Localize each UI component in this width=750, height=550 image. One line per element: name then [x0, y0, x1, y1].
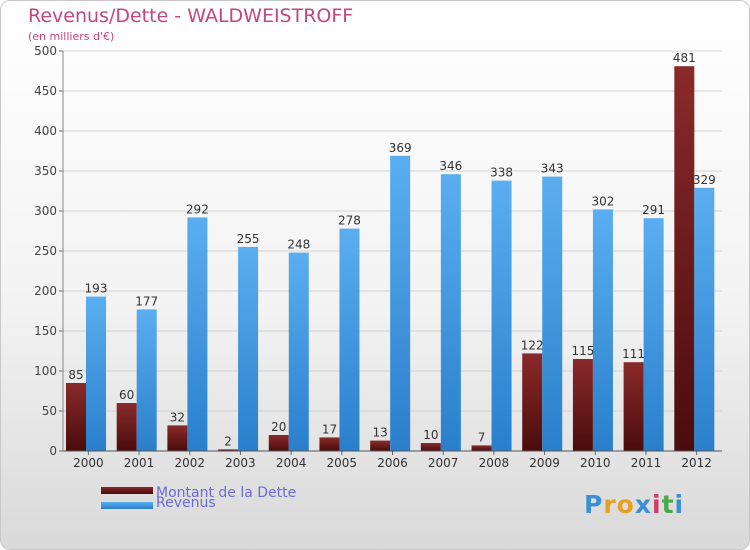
y-axis-ticks: 0 50 100 150 200 250 300 350 400 450 500 [34, 44, 63, 458]
y-tick-label: 450 [34, 84, 57, 98]
data-label-debt: 60 [119, 388, 134, 402]
data-label-debt: 481 [673, 51, 696, 65]
y-tick-label: 200 [34, 284, 57, 298]
data-label-debt: 2 [224, 434, 232, 448]
x-tick-label: 2009 [529, 456, 560, 470]
bar-debt [167, 425, 188, 451]
bar-debt [116, 403, 137, 451]
bar-revenus [491, 180, 512, 451]
x-tick-label: 2003 [225, 456, 256, 470]
bar-revenus [86, 296, 106, 451]
logo-letter: o [616, 490, 635, 519]
bar-debt [420, 443, 441, 451]
bar-debt [522, 353, 543, 451]
logo-letter: i [652, 490, 662, 519]
legend-label-debt: Montant de la Dette [156, 485, 297, 501]
data-label-revenus: 177 [135, 294, 158, 308]
bar-debt [674, 66, 695, 451]
legend-swatch-revenus [101, 502, 153, 509]
x-tick-label: 2008 [479, 456, 510, 470]
y-tick-label: 350 [34, 164, 57, 178]
bar-revenus [440, 174, 461, 451]
data-label-debt: 7 [478, 430, 486, 444]
bar-revenus [643, 218, 664, 451]
data-label-revenus: 292 [186, 202, 209, 216]
data-label-debt: 13 [373, 426, 388, 440]
y-tick-label: 150 [34, 324, 57, 338]
data-label-revenus: 255 [237, 232, 260, 246]
data-label-debt: 20 [271, 420, 286, 434]
bar-revenus [592, 209, 613, 451]
legend-label-revenus: Revenus [156, 495, 216, 511]
chart-title: Revenus/Dette - WALDWEISTROFF [28, 5, 354, 27]
chart-subtitle: (en milliers d'€) [28, 30, 115, 43]
x-tick-label: 2010 [580, 456, 611, 470]
bar-debt [319, 437, 340, 451]
data-label-revenus: 329 [693, 173, 716, 187]
data-label-revenus: 278 [338, 214, 361, 228]
x-tick-label: 2000 [73, 456, 104, 470]
data-labels: 85 193 60 177 32 292 2 255 20 248 17 278 13 369 10 346 7… [68, 51, 715, 448]
data-label-debt: 17 [322, 422, 337, 436]
y-tick-label: 300 [34, 204, 57, 218]
bar-debt [268, 435, 289, 451]
data-label-revenus: 302 [591, 194, 614, 208]
logo-letter: i [674, 490, 685, 519]
data-label-revenus: 338 [490, 166, 513, 180]
y-tick-label: 400 [34, 124, 57, 138]
y-tick-label: 50 [42, 404, 57, 418]
logo-letter: t [661, 490, 675, 519]
x-tick-label: 2001 [124, 456, 155, 470]
bar-revenus [694, 187, 715, 452]
logo-letter: x [634, 490, 652, 519]
data-label-debt: 111 [622, 347, 645, 361]
data-label-revenus: 291 [642, 203, 665, 217]
data-label-revenus: 369 [389, 141, 412, 155]
data-label-revenus: 193 [85, 282, 108, 296]
x-tick-label: 2005 [327, 456, 358, 470]
bar-revenus [238, 247, 259, 451]
data-label-revenus: 346 [439, 159, 462, 173]
bar-debt [218, 449, 239, 451]
proxiti-logo: Proxiti [584, 490, 684, 519]
bar-revenus [187, 217, 208, 451]
bars [66, 66, 715, 452]
data-label-debt: 85 [68, 368, 83, 382]
x-tick-label: 2002 [174, 456, 205, 470]
bar-revenus [136, 309, 157, 451]
bar-debt [572, 359, 593, 451]
data-label-debt: 122 [521, 338, 544, 352]
x-tick-label: 2007 [428, 456, 459, 470]
logo-letter: r [603, 490, 617, 519]
legend-swatch-debt [101, 487, 153, 494]
logo-letter: P [584, 490, 604, 519]
bar-debt [471, 445, 492, 451]
y-tick-label: 100 [34, 364, 57, 378]
y-tick-label: 250 [34, 244, 57, 258]
bar-revenus [542, 176, 563, 451]
bar-revenus [288, 252, 309, 451]
bar-revenus [339, 228, 360, 451]
bar-debt [623, 362, 644, 451]
data-label-debt: 32 [170, 410, 185, 424]
x-axis-ticks: 2000 2001 2002 2003 2004 2005 2006 2007 2008 2009… [73, 451, 712, 470]
bar-debt [370, 440, 391, 451]
x-tick-label: 2012 [681, 456, 712, 470]
data-label-debt: 115 [571, 344, 594, 358]
bar-debt [66, 383, 86, 451]
data-label-revenus: 248 [287, 238, 310, 252]
y-tick-label: 500 [34, 44, 57, 58]
x-tick-label: 2004 [276, 456, 307, 470]
x-tick-label: 2011 [631, 456, 662, 470]
bar-revenus [390, 155, 411, 452]
x-tick-label: 2006 [377, 456, 408, 470]
y-tick-label: 0 [49, 444, 57, 458]
data-label-revenus: 343 [541, 162, 564, 176]
data-label-debt: 10 [423, 428, 438, 442]
